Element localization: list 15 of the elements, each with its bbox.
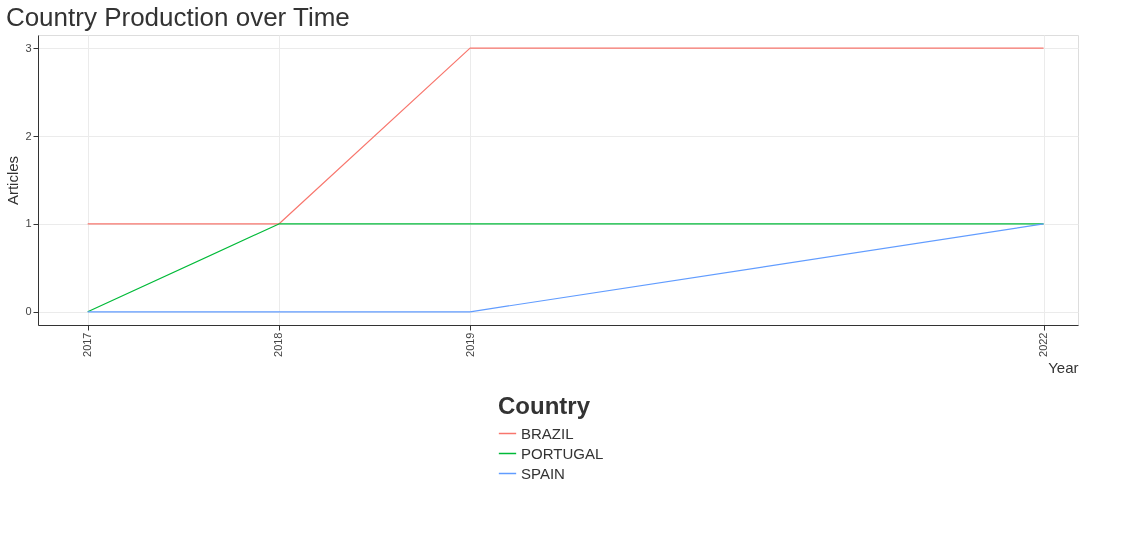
legend-title: Country <box>498 392 591 419</box>
legend-label: SPAIN <box>521 464 565 482</box>
x-tick-label: 2018 <box>272 332 285 357</box>
legend-label: PORTUGAL <box>521 444 604 462</box>
y-tick-label: 3 <box>25 41 32 54</box>
y-tick-label: 0 <box>25 305 32 318</box>
x-tick-label: 2017 <box>81 332 94 357</box>
x-tick-label: 2022 <box>1037 332 1050 357</box>
y-axis-title: Articles <box>4 155 22 206</box>
y-tick-label: 1 <box>25 217 32 230</box>
x-tick-label: 2019 <box>463 332 476 357</box>
x-axis-title: Year <box>1048 358 1079 376</box>
chart-title: Country Production over Time <box>5 2 350 32</box>
y-tick-label: 2 <box>25 129 32 142</box>
legend-label: BRAZIL <box>521 424 574 442</box>
